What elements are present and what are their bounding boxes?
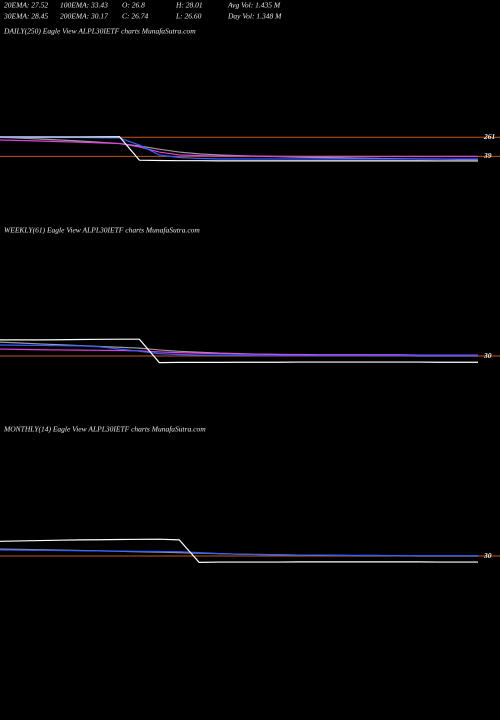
- price-line: [0, 549, 478, 557]
- price-line: [0, 139, 478, 157]
- stat-label: 100EMA: 33.43: [60, 1, 108, 10]
- price-label: 39: [483, 151, 492, 160]
- price-line: [0, 136, 478, 162]
- stat-label: Day Vol: 1.348 M: [227, 12, 282, 21]
- price-label: 30: [483, 551, 492, 560]
- panel-title: DAILY(250) Eagle View ALPL30IETF charts …: [3, 27, 196, 36]
- stat-label: C: 26.74: [122, 12, 149, 21]
- price-line: [0, 538, 478, 563]
- panel-title: MONTHLY(14) Eagle View ALPL30IETF charts…: [3, 425, 206, 434]
- stat-label: 30EMA: 28.45: [3, 12, 48, 21]
- price-line: [0, 348, 478, 356]
- stat-label: 20EMA: 27.52: [4, 1, 48, 10]
- price-line: [0, 344, 478, 357]
- stat-label: O: 26.8: [122, 1, 145, 10]
- stat-label: L: 26.60: [175, 12, 202, 21]
- stat-label: H: 28.01: [175, 1, 203, 10]
- price-label: 30: [483, 351, 492, 360]
- stat-label: 200EMA: 30.17: [60, 12, 108, 21]
- price-line: [0, 338, 478, 364]
- panel-title: WEEKLY(61) Eagle View ALPL30IETF charts …: [4, 226, 200, 235]
- price-label: 261: [483, 132, 495, 141]
- stat-label: Avg Vol: 1.435 M: [227, 1, 281, 10]
